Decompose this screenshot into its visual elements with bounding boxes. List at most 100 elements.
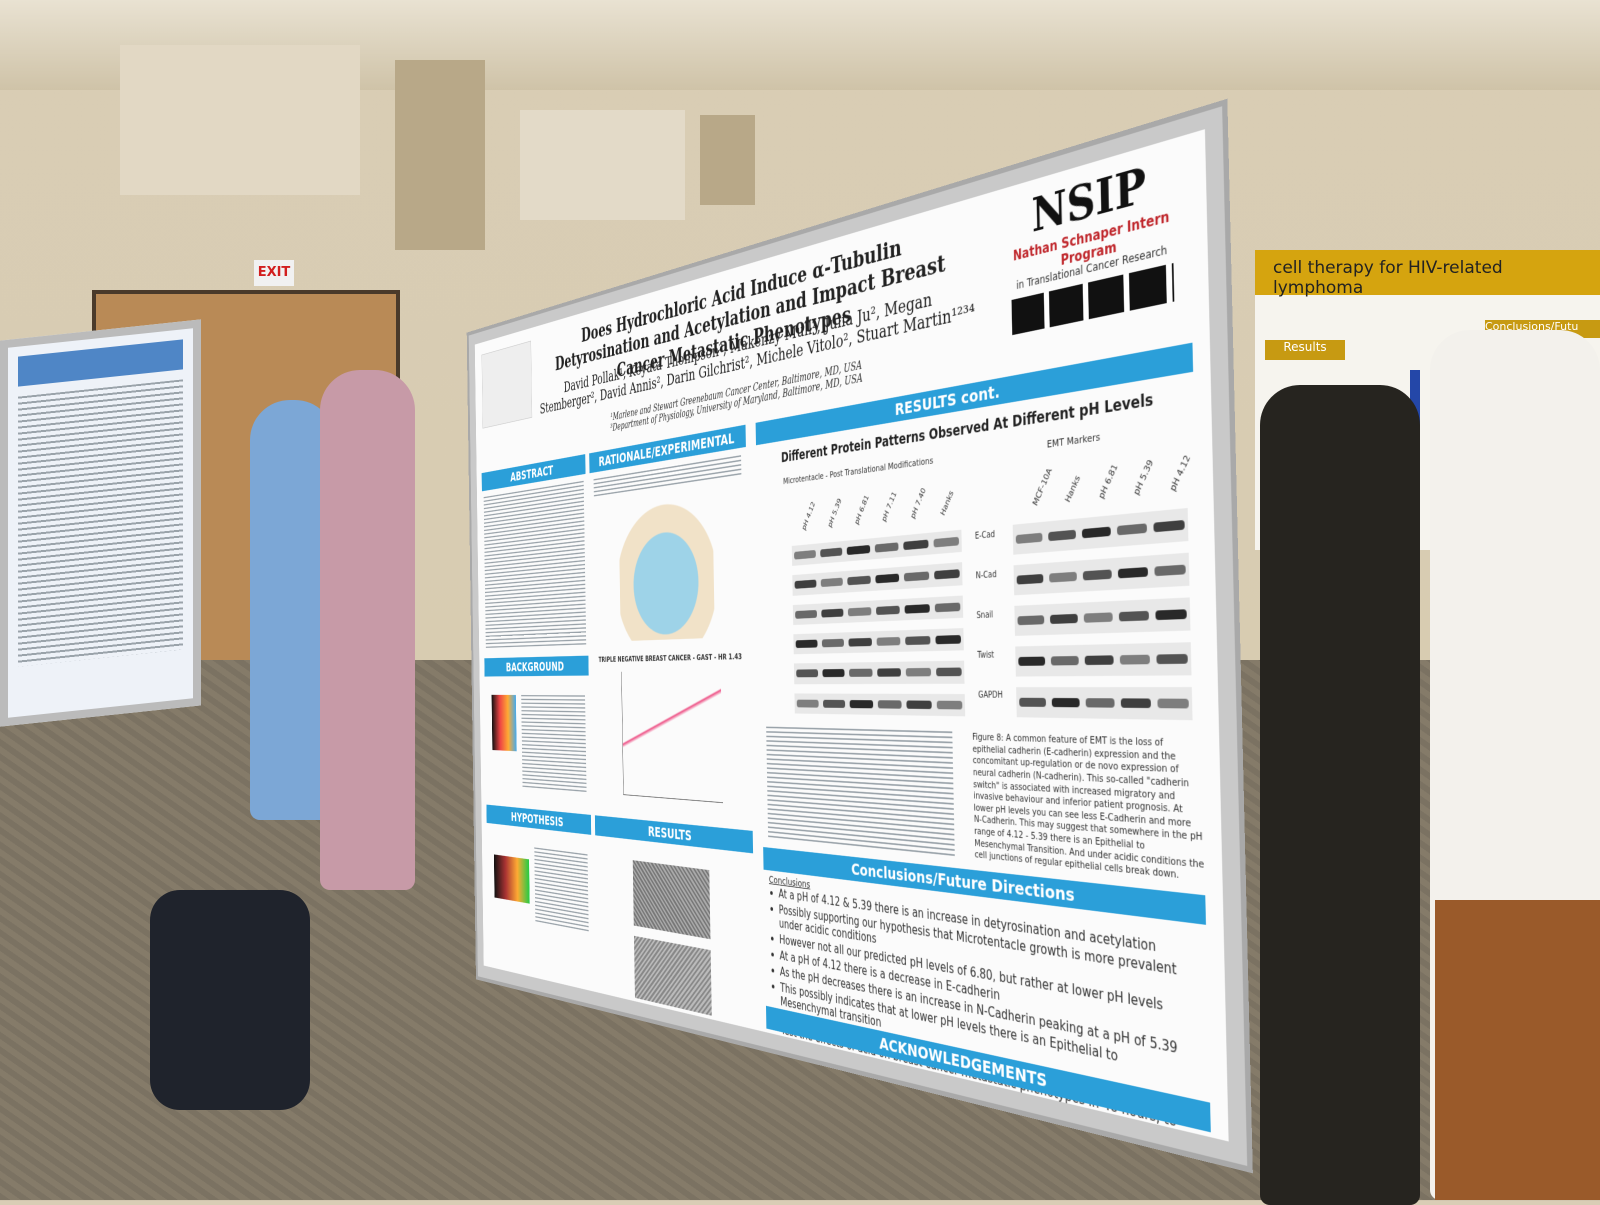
abstract-text	[484, 481, 587, 649]
blot-band	[822, 639, 844, 648]
lane-label: MCF-10A	[1032, 467, 1055, 508]
lane-label: Hanks	[939, 489, 955, 517]
figure8-caption: Figure 8: A common feature of EMT is the…	[972, 732, 1205, 886]
blot-band	[822, 669, 844, 677]
wall-panel	[520, 110, 685, 220]
blot-band	[1016, 533, 1043, 544]
blot-band	[1052, 698, 1080, 707]
section-header: BACKGROUND	[484, 656, 588, 677]
blot-band	[906, 668, 931, 677]
background-text	[521, 695, 586, 795]
lane-label: pH 7.40	[910, 487, 928, 521]
hypothesis-figure	[494, 854, 530, 903]
blot-band	[1085, 655, 1114, 665]
blot-band	[1051, 656, 1079, 666]
blot-strip	[1014, 597, 1190, 635]
blot-band	[1086, 698, 1115, 708]
blot-band	[1155, 609, 1186, 620]
blot-band	[848, 607, 871, 616]
blot-band	[905, 636, 930, 645]
blot-band	[1048, 530, 1076, 541]
blot-strip	[1014, 553, 1190, 596]
blot-strip	[793, 628, 963, 654]
exit-sign: EXIT	[254, 260, 294, 286]
blot-band	[796, 640, 818, 648]
backpack	[150, 890, 310, 1110]
blot-strip	[794, 693, 965, 716]
blot-band	[877, 669, 901, 677]
left-poster	[0, 319, 201, 726]
person	[1260, 385, 1420, 1205]
background-figure	[492, 695, 517, 751]
blot-band	[1017, 574, 1044, 585]
microscopy	[634, 936, 712, 1016]
blot-band	[876, 606, 900, 615]
km-plot-title: TRIPLE NEGATIVE BREAST CANCER - GAST - H…	[596, 652, 744, 664]
blot-strip	[792, 562, 962, 595]
blot-row-label: E-Cad	[975, 530, 995, 541]
blot-band	[1019, 698, 1046, 707]
blot-row-label: GAPDH	[978, 691, 1003, 701]
pillar	[700, 115, 755, 205]
right-poster-title: cell therapy for HIV-related lymphoma	[1255, 250, 1600, 295]
western-blot: E-Cad N-Cad Snail Twist GAPDH	[975, 504, 1193, 728]
blot-band	[1120, 655, 1150, 665]
blot-band	[797, 699, 819, 707]
skirt	[1435, 900, 1600, 1200]
blot-band	[1049, 572, 1077, 583]
blot-band	[903, 540, 928, 551]
scene: EXIT cell therapy for HIV-related lympho…	[0, 0, 1600, 1200]
blot-band	[1157, 699, 1188, 709]
blot-row-label: Snail	[976, 610, 993, 620]
lane-label: pH 6.81	[854, 494, 871, 526]
section-header: HYPOTHESIS	[486, 805, 591, 835]
right-poster-results: Results	[1265, 340, 1345, 360]
blot-band	[1083, 569, 1112, 580]
hypothesis-text	[534, 847, 589, 934]
page: Poster session { "exit_sign": "EXIT", "p…	[0, 0, 1600, 1200]
blot-band	[874, 542, 898, 552]
blot-band	[1017, 615, 1044, 625]
lane-label: Hanks	[1064, 474, 1082, 504]
lane-label: pH 6.81	[1097, 463, 1119, 501]
blot-band	[847, 576, 870, 586]
blot-band	[823, 700, 845, 708]
microscopy	[633, 860, 711, 939]
figure7-caption	[766, 727, 955, 860]
blot-strip	[793, 595, 963, 625]
blot-band	[794, 550, 816, 560]
blot-band	[847, 545, 870, 555]
left-poster-header	[18, 339, 183, 386]
blot-band	[904, 572, 929, 582]
blot-band	[1082, 527, 1111, 539]
blot-band	[796, 670, 818, 678]
blot-band	[905, 604, 930, 614]
blot-strip	[1013, 508, 1189, 555]
nsip-logo: NSIP Nathan Schnaper Intern Program in T…	[992, 143, 1196, 339]
lane-label: pH 4.12	[1168, 454, 1192, 493]
blot-strip	[1016, 687, 1192, 720]
lane-label: pH 4.12	[801, 500, 817, 531]
blot-band	[850, 700, 873, 708]
blot-band	[820, 548, 842, 558]
blot-band	[935, 635, 961, 644]
blot-band	[906, 700, 931, 709]
blot-band	[876, 637, 900, 646]
blot-band	[1084, 612, 1113, 622]
blot-band	[1018, 657, 1045, 666]
blot-band	[936, 668, 962, 677]
blot-band	[933, 537, 959, 548]
km-plot	[621, 671, 723, 804]
western-blot	[763, 526, 965, 723]
blot-band	[795, 580, 817, 589]
blot-strip	[792, 530, 962, 566]
blot-row-label: N-Cad	[976, 570, 997, 581]
lane-label: pH 7.11	[881, 490, 898, 523]
lane-label: pH 5.39	[1132, 458, 1155, 496]
blot-band	[1156, 654, 1187, 664]
blot-band	[1121, 698, 1151, 708]
blot-band	[1050, 614, 1078, 624]
blot-band	[848, 638, 871, 647]
blot-band	[1154, 565, 1185, 577]
blot-band	[1153, 520, 1184, 532]
